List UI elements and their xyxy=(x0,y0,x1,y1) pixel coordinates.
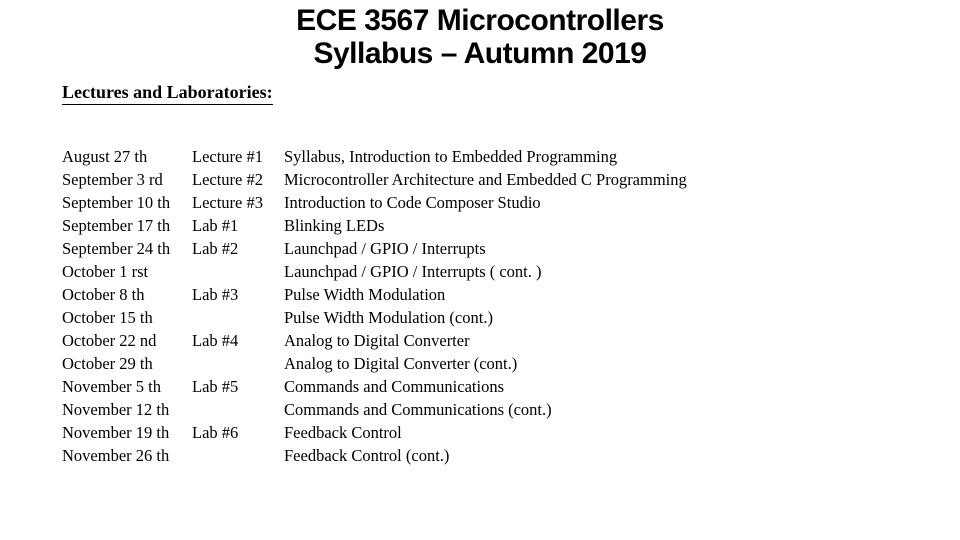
table-row: September 17 thLab #1Blinking LEDs xyxy=(62,214,687,237)
schedule-topic: Pulse Width Modulation xyxy=(284,283,687,306)
schedule-type xyxy=(192,352,284,375)
schedule-topic: Pulse Width Modulation (cont.) xyxy=(284,306,687,329)
schedule-type: Lecture #2 xyxy=(192,168,284,191)
schedule-type: Lab #5 xyxy=(192,375,284,398)
section-heading: Lectures and Laboratories: xyxy=(62,82,273,105)
table-row: October 15 th Pulse Width Modulation (con… xyxy=(62,306,687,329)
schedule-type: Lab #2 xyxy=(192,237,284,260)
schedule-type: Lab #6 xyxy=(192,421,284,444)
schedule-date: September 10 th xyxy=(62,191,192,214)
schedule-date: October 8 th xyxy=(62,283,192,306)
schedule-type xyxy=(192,398,284,421)
schedule-topic: Introduction to Code Composer Studio xyxy=(284,191,687,214)
schedule-date: November 5 th xyxy=(62,375,192,398)
table-row: September 10 thLecture #3Introduction to… xyxy=(62,191,687,214)
schedule-type xyxy=(192,260,284,283)
page-title-line2: Syllabus – Autumn 2019 xyxy=(0,37,960,70)
table-row: October 8 thLab #3Pulse Width Modulation xyxy=(62,283,687,306)
schedule-type: Lecture #3 xyxy=(192,191,284,214)
schedule-topic: Commands and Communications xyxy=(284,375,687,398)
schedule-topic: Commands and Communications (cont.) xyxy=(284,398,687,421)
schedule-topic: Syllabus, Introduction to Embedded Progr… xyxy=(284,145,687,168)
table-row: November 26 th Feedback Control (cont.) xyxy=(62,444,687,467)
schedule-date: September 24 th xyxy=(62,237,192,260)
table-row: August 27 thLecture #1Syllabus, Introduc… xyxy=(62,145,687,168)
schedule-date: November 26 th xyxy=(62,444,192,467)
schedule-type: Lab #4 xyxy=(192,329,284,352)
schedule-type: Lab #3 xyxy=(192,283,284,306)
schedule-topic: Analog to Digital Converter (cont.) xyxy=(284,352,687,375)
schedule-date: October 1 rst xyxy=(62,260,192,283)
schedule-date: October 15 th xyxy=(62,306,192,329)
schedule-date: August 27 th xyxy=(62,145,192,168)
schedule-date: October 29 th xyxy=(62,352,192,375)
table-row: September 3 rdLecture #2Microcontroller … xyxy=(62,168,687,191)
schedule-date: November 19 th xyxy=(62,421,192,444)
table-row: November 19 thLab #6Feedback Control xyxy=(62,421,687,444)
schedule-type: Lecture #1 xyxy=(192,145,284,168)
table-row: September 24 thLab #2Launchpad / GPIO / … xyxy=(62,237,687,260)
schedule-type xyxy=(192,444,284,467)
schedule-date: September 3 rd xyxy=(62,168,192,191)
schedule-topic: Blinking LEDs xyxy=(284,214,687,237)
schedule-body: August 27 thLecture #1Syllabus, Introduc… xyxy=(62,145,687,467)
schedule-type: Lab #1 xyxy=(192,214,284,237)
table-row: November 12 th Commands and Communication… xyxy=(62,398,687,421)
schedule-topic: Feedback Control (cont.) xyxy=(284,444,687,467)
schedule-topic: Analog to Digital Converter xyxy=(284,329,687,352)
schedule-topic: Launchpad / GPIO / Interrupts xyxy=(284,237,687,260)
schedule-date: September 17 th xyxy=(62,214,192,237)
table-row: October 22 ndLab #4Analog to Digital Con… xyxy=(62,329,687,352)
table-row: October 1 rst Launchpad / GPIO / Interrup… xyxy=(62,260,687,283)
schedule-topic: Launchpad / GPIO / Interrupts ( cont. ) xyxy=(284,260,687,283)
table-row: November 5 thLab #5Commands and Communic… xyxy=(62,375,687,398)
schedule-date: November 12 th xyxy=(62,398,192,421)
schedule-table: August 27 thLecture #1Syllabus, Introduc… xyxy=(62,145,687,467)
schedule-type xyxy=(192,306,284,329)
page-title-block: ECE 3567 Microcontrollers Syllabus – Aut… xyxy=(0,0,960,70)
table-row: October 29 th Analog to Digital Converter… xyxy=(62,352,687,375)
page-title-line1: ECE 3567 Microcontrollers xyxy=(0,4,960,37)
schedule-topic: Microcontroller Architecture and Embedde… xyxy=(284,168,687,191)
schedule-date: October 22 nd xyxy=(62,329,192,352)
schedule-topic: Feedback Control xyxy=(284,421,687,444)
